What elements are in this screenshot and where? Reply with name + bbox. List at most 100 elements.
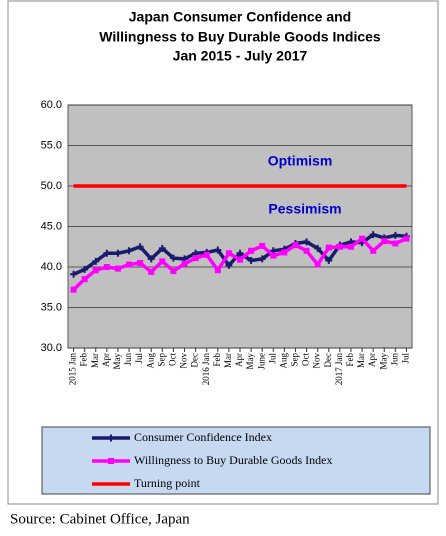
x-tick-label: Jul [401,353,411,364]
x-tick-label: 2017 Jan [334,353,344,386]
legend-marker [108,458,114,464]
marker [259,242,266,249]
marker [114,265,121,272]
marker [237,256,243,263]
x-tick-label: Oct [167,353,177,366]
marker [391,231,399,239]
marker [336,243,343,250]
marker [203,251,210,258]
marker [369,231,377,239]
marker [181,260,188,267]
marker [192,255,199,262]
marker [114,249,122,257]
marker [137,259,144,266]
chart-title: Willingness to Buy Durable Goods Indices [99,29,381,45]
x-tick-label: Mar [90,353,100,368]
marker [381,238,388,245]
x-tick-label: May [112,353,122,370]
marker [392,240,399,247]
y-tick-label: 35.0 [41,301,62,313]
marker [136,243,144,251]
x-tick-label: 2015 Jan [68,353,78,386]
chart-title: Japan Consumer Confidence and [129,9,351,25]
marker [247,257,255,265]
x-tick-label: Mar [223,353,233,368]
annotation: Pessimism [268,201,341,217]
marker [126,261,133,268]
marker [70,286,77,293]
x-tick-label: Feb [79,353,89,367]
annotation: Optimism [268,153,333,169]
marker [303,247,310,254]
marker [92,257,100,265]
x-tick-label: Apr [234,353,244,367]
marker [303,238,311,246]
x-tick-label: Nov [179,353,189,369]
marker [281,249,288,256]
x-tick-label: Dec [323,353,333,368]
marker [159,258,166,265]
marker [370,247,377,254]
x-tick-label: Feb [212,353,222,367]
x-tick-label: Nov [312,353,322,369]
marker [347,243,354,250]
x-tick-label: Apr [101,353,111,367]
x-tick-label: Jun [389,353,399,366]
marker [214,267,221,274]
x-tick-label: May [245,353,255,370]
x-tick-label: Aug [278,353,288,369]
x-tick-label: Apr [367,353,377,367]
y-tick-label: 30.0 [41,342,62,354]
x-tick-label: Jun [123,353,133,366]
x-tick-label: Sep [290,353,300,367]
marker [103,264,110,270]
marker [403,235,410,242]
x-tick-label: Aug [145,353,155,369]
y-tick-label: 55.0 [41,139,62,151]
x-tick-label: Jul [134,353,144,364]
legend-label: Consumer Confidence Index [134,430,272,444]
marker [236,249,244,257]
marker [81,265,89,273]
x-tick-label: 2016 Jan [201,353,211,386]
marker [81,276,88,283]
marker [103,249,111,257]
marker [292,242,299,249]
y-tick-label: 45.0 [41,220,62,232]
legend-label: Turning point [134,476,201,490]
marker [359,235,366,242]
marker [169,254,177,262]
marker [225,250,232,257]
y-tick-label: 40.0 [41,261,62,273]
chart-title: Jan 2015 - July 2017 [173,48,308,64]
source: Source: Cabinet Office, Japan [10,511,190,527]
x-tick-label: Sep [156,353,166,367]
marker [325,244,332,251]
x-tick-label: Oct [301,353,311,366]
x-tick-label: Dec [190,353,200,368]
marker [158,244,166,252]
legend-marker [107,434,115,442]
marker [214,246,222,254]
x-tick-label: June [256,353,266,370]
marker [325,257,333,265]
legend-label: Willingness to Buy Durable Goods Index [134,453,333,467]
marker [314,244,322,252]
x-tick-label: Jul [267,353,277,364]
marker [92,267,99,274]
marker [270,252,277,259]
y-tick-label: 50.0 [41,180,62,192]
marker [125,247,133,255]
marker [170,268,177,275]
x-tick-label: Feb [345,353,355,367]
marker [314,261,321,268]
marker [258,255,266,263]
marker [148,268,155,275]
marker [70,270,78,278]
x-tick-label: Mar [356,353,366,368]
x-tick-label: May [378,353,388,370]
marker [147,255,155,263]
y-tick-label: 60.0 [41,99,62,111]
marker [248,247,255,254]
